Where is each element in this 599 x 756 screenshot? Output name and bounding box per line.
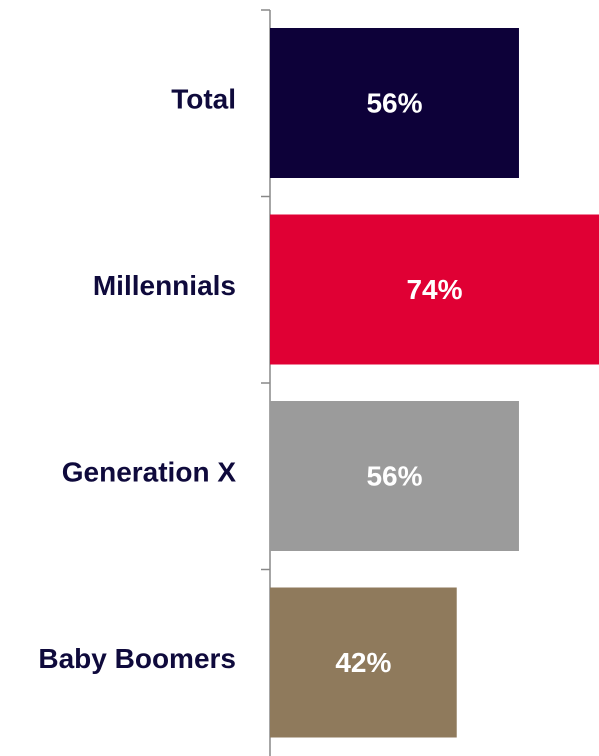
- category-label: Generation X: [62, 456, 237, 487]
- value-label: 74%: [406, 274, 462, 305]
- bar: [270, 28, 519, 178]
- value-label: 42%: [335, 647, 391, 678]
- value-label: 56%: [366, 460, 422, 491]
- category-label: Baby Boomers: [38, 643, 236, 674]
- category-label: Millennials: [93, 270, 236, 301]
- bar: [270, 214, 599, 365]
- value-label: 56%: [366, 87, 422, 118]
- bar: [270, 401, 519, 551]
- bar: [270, 587, 457, 738]
- category-label: Total: [171, 83, 236, 114]
